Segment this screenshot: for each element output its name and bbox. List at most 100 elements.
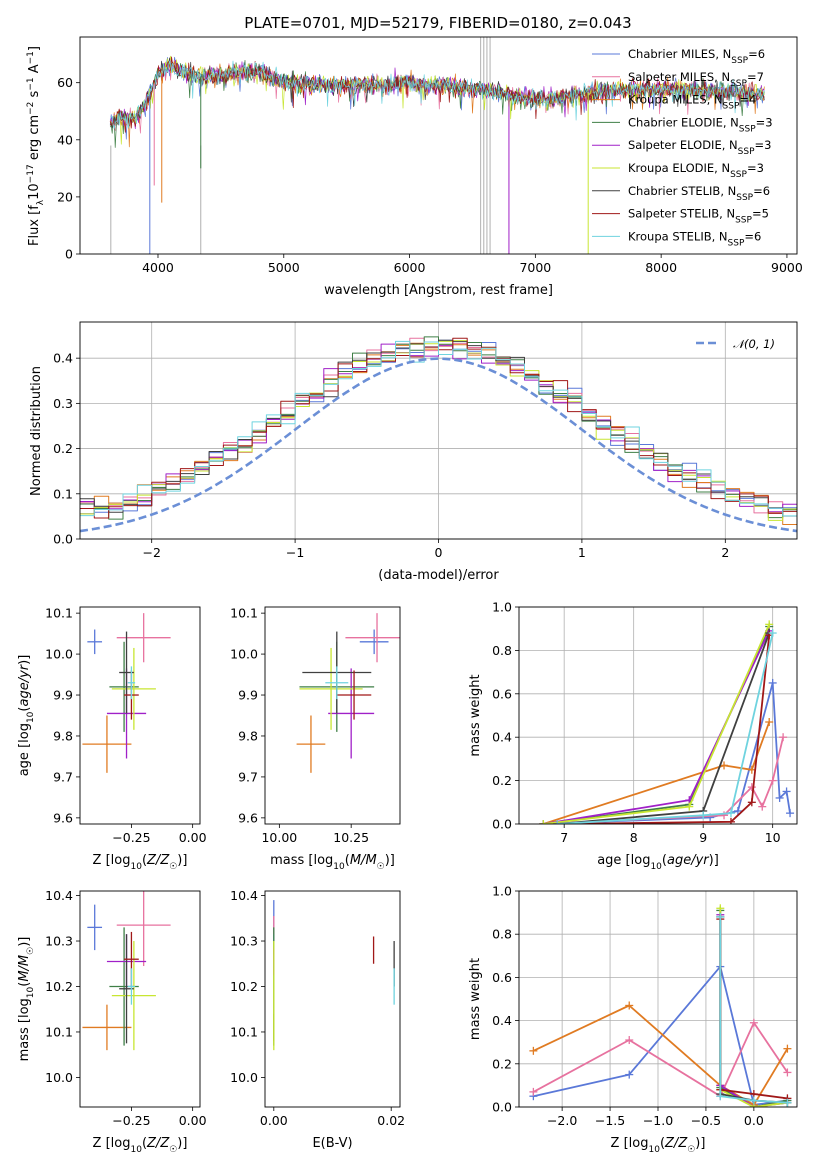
plot-area-residuals xyxy=(80,336,797,533)
y-tick-label: 0.6 xyxy=(492,970,512,985)
x-tick-label: 0.02 xyxy=(377,1113,405,1128)
legend-label-part: =6 xyxy=(753,184,770,198)
x-axis-label-part: ☉ xyxy=(169,862,177,872)
x-axis-label-part: age/yr xyxy=(667,853,710,868)
x-axis-label-part: 10 xyxy=(130,1145,142,1155)
plot-area-weight_vs_Z xyxy=(529,904,792,1107)
x-axis-label-part: ( xyxy=(662,853,667,868)
x-axis-label-part: ( xyxy=(142,853,147,868)
x-tick-label: −0.25 xyxy=(112,1113,150,1128)
y-tick-label: 0.4 xyxy=(492,730,512,745)
x-axis-label-part: / xyxy=(360,853,367,868)
y-axis-label-part: M xyxy=(17,970,32,981)
x-axis-label-part: Z xyxy=(664,1136,675,1151)
weight-line xyxy=(543,721,771,824)
legend-label: Salpeter MILES, NSSP=7 xyxy=(628,70,764,89)
y-axis-label-part: Flux [f xyxy=(27,205,42,246)
y-tick-label: 10.1 xyxy=(45,606,73,621)
axes-frame xyxy=(518,606,798,825)
y-tick-label: 10.3 xyxy=(230,934,258,949)
y-axis-label-part: 10 xyxy=(26,711,36,723)
y-tick-label: 10.2 xyxy=(45,979,73,994)
x-tick-label: 10 xyxy=(765,830,781,845)
x-axis-label-part: ( xyxy=(345,853,350,868)
legend-label-part: SSP xyxy=(735,216,752,226)
y-tick-label: 0.2 xyxy=(53,441,73,456)
x-axis-label-part: 10 xyxy=(648,1145,660,1155)
y-tick-label: 40 xyxy=(57,132,73,147)
histogram-step xyxy=(80,343,797,513)
legend-label-part: Kroupa MILES, N xyxy=(628,93,723,107)
y-tick-label: 10.4 xyxy=(45,888,73,903)
y-axis-label-part: 10 xyxy=(26,986,36,998)
x-tick-label: −0.25 xyxy=(112,830,150,845)
x-axis-label: E(B-V) xyxy=(312,1136,352,1151)
axes-frame xyxy=(518,890,798,1108)
legend-label-part: =3 xyxy=(756,115,773,129)
x-axis-label-part: )] xyxy=(709,853,719,868)
y-tick-label: 10.0 xyxy=(45,1070,73,1085)
y-axis-label: age [log10(age/yr)] xyxy=(17,655,36,777)
y-axis-label-part: erg cm xyxy=(27,115,42,164)
x-tick-label: −2.0 xyxy=(547,1113,577,1128)
legend-label-part: Chabrier STELIB, N xyxy=(628,184,736,198)
y-axis-label-part: age [log xyxy=(17,723,32,776)
plot-area-age_vs_Z xyxy=(82,613,171,773)
x-tick-label: 0 xyxy=(435,545,443,560)
x-tick-label: 9 xyxy=(699,830,707,845)
x-axis-label-part: age [log xyxy=(597,853,650,868)
axes-age_vs_mass: 10.00 10.25 9.6 9.7 9.8 9.9 10.0 10.1 xyxy=(230,606,401,845)
y-axis-label: mass weight xyxy=(468,674,483,756)
weight-line xyxy=(557,632,774,824)
x-axis-label: wavelength [Angstrom, rest frame] xyxy=(324,283,553,298)
figure-title: PLATE=0701, MJD=52179, FIBERID=0180, z=0… xyxy=(244,14,631,32)
y-axis-label-part: ] xyxy=(27,46,42,51)
legend-label-part: Salpeter STELIB, N xyxy=(628,207,735,221)
legend-label-part: =4 xyxy=(739,93,756,107)
y-tick-label: 0.2 xyxy=(492,773,512,788)
x-axis-label-part: 10 xyxy=(650,862,662,872)
x-axis-label-part: Z xyxy=(159,1136,170,1151)
x-axis-label-part: Z [log xyxy=(93,1136,131,1151)
x-tick-label: 0.00 xyxy=(179,830,207,845)
x-tick-label: 4000 xyxy=(142,260,174,275)
y-tick-label: 10.0 xyxy=(230,647,258,662)
y-axis-label-part: −1 xyxy=(26,51,36,64)
y-tick-label: 1.0 xyxy=(492,884,512,899)
x-axis-label-part: M xyxy=(350,853,361,868)
y-tick-label: 10.1 xyxy=(45,1024,73,1039)
legend-label-part: Kroupa ELODIE, N xyxy=(628,161,730,175)
x-axis-label-part: Z xyxy=(159,853,170,868)
x-tick-label: 10.25 xyxy=(333,830,369,845)
legend-label-part: SSP xyxy=(738,147,755,157)
plot-area-spectrum xyxy=(109,37,765,254)
legend-label: Kroupa ELODIE, NSSP=3 xyxy=(628,161,764,180)
y-tick-label: 0.8 xyxy=(492,643,512,658)
x-tick-label: 9000 xyxy=(771,260,803,275)
legend-label-part: =6 xyxy=(748,47,765,61)
legend-label-part: =6 xyxy=(744,229,761,243)
legend-label-part: SSP xyxy=(731,56,748,66)
weight-line xyxy=(533,965,788,1106)
x-axis-label-part: / xyxy=(673,1136,680,1151)
y-axis-label-part: s xyxy=(27,90,42,101)
legend-label-part: =5 xyxy=(752,207,769,221)
y-tick-label: 9.6 xyxy=(238,810,258,825)
x-axis-label: mass [log10(M/M☉)] xyxy=(270,853,395,872)
y-tick-label: 9.8 xyxy=(53,728,73,743)
x-axis-label-part: Z xyxy=(677,1136,688,1151)
legend-label: Kroupa MILES, NSSP=4 xyxy=(628,93,756,112)
y-tick-label: 10.0 xyxy=(45,647,73,662)
legend-label-part: SSP xyxy=(730,79,747,89)
y-tick-label: 10.2 xyxy=(230,979,258,994)
legend-label-part: SSP xyxy=(736,193,753,203)
legend-label-part: SSP xyxy=(723,102,740,112)
axes-mass_vs_Z: −0.25 0.00 10.0 10.1 10.2 10.3 10.4 xyxy=(45,888,207,1128)
x-tick-label: 7 xyxy=(560,830,568,845)
y-tick-label: 0.3 xyxy=(53,396,73,411)
x-tick-label: 0.00 xyxy=(179,1113,207,1128)
y-axis-label-part: age/yr xyxy=(17,663,32,706)
x-axis-label-part: Z [log xyxy=(93,853,131,868)
x-axis-label-part: ( xyxy=(660,1136,665,1151)
